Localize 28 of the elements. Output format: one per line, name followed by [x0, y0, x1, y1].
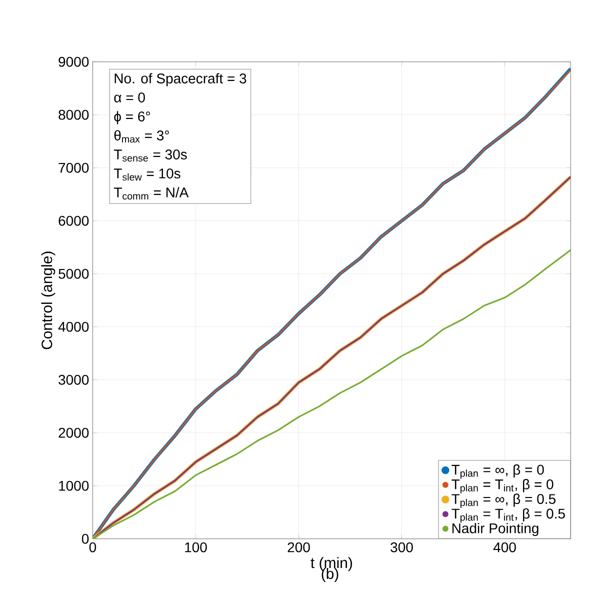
annotation: ϕ = 6° — [114, 111, 150, 124]
x-tick-label: 200 — [288, 542, 310, 552]
y-axis-title: Control (angle) — [41, 252, 56, 350]
annotation: T$_{comm}$ = N/A — [114, 187, 189, 200]
y-tick-label: 3000 — [58, 374, 89, 385]
y-tick-label: 7000 — [58, 162, 89, 173]
legend-label: T$_{plan}$ = ∞, β = 0.5 — [452, 494, 556, 508]
legend-label: T$_{plan}$ = ∞, β = 0 — [452, 464, 544, 479]
x-tick-label: 300 — [390, 542, 413, 552]
legend-label: T$_{plan}$ = T$_{int}$, β = 0 — [452, 479, 554, 494]
annotation: θ$_{max}$ = 3° — [114, 130, 169, 143]
annotation: No. of Spacecraft = 3 — [114, 73, 246, 86]
y-tick-label: 9000 — [58, 56, 89, 67]
y-tick-label: 8000 — [58, 110, 89, 120]
y-tick-label: 1000 — [59, 480, 89, 491]
x-tick-label: 400 — [493, 542, 516, 552]
y-tick-label: 5000 — [58, 268, 89, 279]
y-tick-label: 6000 — [58, 216, 89, 226]
y-tick-label: 2000 — [58, 428, 89, 438]
annotation: α = 0 — [114, 92, 145, 102]
y-tick-label: 0 — [82, 534, 89, 544]
annotation: T$_{sense}$ = 30s — [114, 150, 187, 162]
x-tick-label: 0 — [89, 542, 96, 552]
legend-label: T$_{plan}$ = T$_{int}$, β = 0.5 — [452, 508, 565, 523]
x-tick-label: 100 — [185, 542, 207, 552]
y-tick-label: 4000 — [58, 322, 89, 332]
legend-label: Nadir Pointing — [452, 522, 538, 536]
annotation: T$_{slew}$ = 10s — [114, 168, 180, 181]
